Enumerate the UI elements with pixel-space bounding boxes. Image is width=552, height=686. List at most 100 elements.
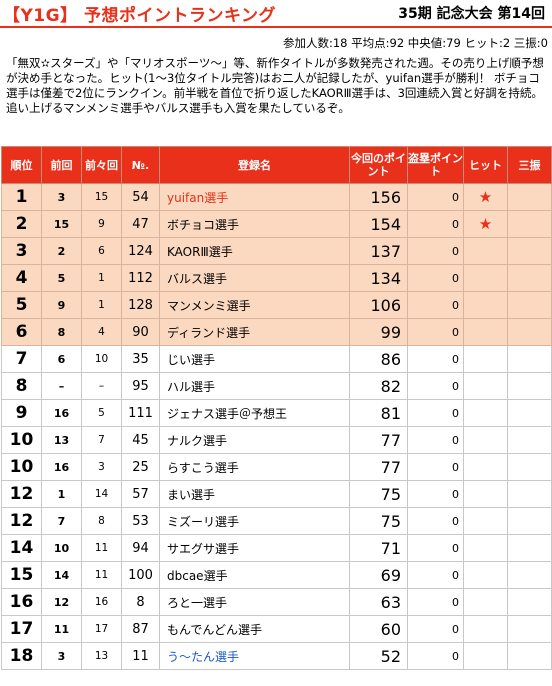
points-cell: 82 [349, 372, 408, 400]
strikeout-cell [507, 588, 552, 616]
table-row: 14 10 11 94 サエグサ選手 71 0 [1, 534, 552, 562]
hit-cell [463, 615, 508, 643]
entry-number-cell: 47 [121, 210, 160, 238]
col-name: 登録名 [159, 146, 350, 184]
entry-number-cell: 45 [121, 426, 160, 454]
points-cell: 69 [349, 561, 408, 589]
strikeout-cell [507, 264, 552, 292]
player-name[interactable]: サエグサ選手 [159, 534, 350, 562]
prev2-rank-cell: 14 [81, 480, 122, 508]
player-name[interactable]: もんでんどん選手 [159, 615, 350, 643]
steal-points-cell: 0 [407, 480, 464, 508]
table-row: 15 14 11 100 dbcae選手 69 0 [1, 561, 552, 589]
hit-cell [463, 561, 508, 589]
entry-number-cell: 11 [121, 642, 160, 670]
rank-cell: 3 [1, 237, 42, 265]
prev-rank-cell: 3 [41, 183, 82, 211]
prev-rank-cell: 12 [41, 588, 82, 616]
strikeout-cell [507, 210, 552, 238]
entry-number-cell: 94 [121, 534, 160, 562]
entry-number-cell: 100 [121, 561, 160, 589]
prev-rank-cell: 1 [41, 480, 82, 508]
steal-points-cell: 0 [407, 615, 464, 643]
entry-number-cell: 57 [121, 480, 160, 508]
prev-rank-cell: 5 [41, 264, 82, 292]
prev2-rank-cell: 15 [81, 183, 122, 211]
player-name[interactable]: ろと一選手 [159, 588, 350, 616]
player-name[interactable]: KAORⅢ選手 [159, 237, 350, 265]
summary-stats: 参加人数:18 平均点:92 中央値:79 ヒット:2 三振:0 [282, 36, 548, 50]
table-row: 8– –95 ハル選手 82 0 [1, 372, 552, 400]
rank-cell: 14 [1, 534, 42, 562]
prev-rank-cell: 13 [41, 426, 82, 454]
player-name[interactable]: yuifan選手 [159, 183, 350, 211]
steal-points-cell: 0 [407, 561, 464, 589]
session-label: 35期 記念大会 第14回 [398, 6, 545, 22]
entry-number-cell: 53 [121, 507, 160, 535]
prev-rank-cell: 11 [41, 615, 82, 643]
player-name[interactable]: らすこう選手 [159, 453, 350, 481]
prev2-rank-cell: 8 [81, 507, 122, 535]
points-cell: 63 [349, 588, 408, 616]
steal-points-cell: 0 [407, 642, 464, 670]
table-row: 10 13 7 45 ナルク選手 77 0 [1, 426, 552, 454]
rank-cell: 17 [1, 615, 42, 643]
steal-points-cell: 0 [407, 237, 464, 265]
player-name[interactable]: ボチョコ選手 [159, 210, 350, 238]
prev-rank-cell: 2 [41, 237, 82, 265]
player-name[interactable]: ミズーリ選手 [159, 507, 350, 535]
prev-rank-cell: 14 [41, 561, 82, 589]
col-steal: 盗塁ポイント [407, 146, 464, 184]
strikeout-cell [507, 318, 552, 346]
col-number: №. [121, 146, 160, 184]
player-name[interactable]: マンメンミ選手 [159, 291, 350, 319]
hit-cell [463, 318, 508, 346]
hit-cell [463, 372, 508, 400]
table-row: 17 11 17 87 もんでんどん選手 60 0 [1, 615, 552, 643]
player-name[interactable]: ナルク選手 [159, 426, 350, 454]
player-name[interactable]: じい選手 [159, 345, 350, 373]
hit-cell [463, 480, 508, 508]
prev-rank-cell: 8 [41, 318, 82, 346]
rank-cell: 5 [1, 291, 42, 319]
prev-rank-cell: 9 [41, 291, 82, 319]
points-cell: 75 [349, 507, 408, 535]
hit-cell [463, 426, 508, 454]
prev2-rank-cell: 3 [81, 453, 122, 481]
strikeout-cell [507, 453, 552, 481]
player-name[interactable]: ハル選手 [159, 372, 350, 400]
entry-number-cell: 35 [121, 345, 160, 373]
player-name[interactable]: ジェナス選手＠予想王 [159, 399, 350, 427]
strikeout-cell [507, 237, 552, 265]
steal-points-cell: 0 [407, 210, 464, 238]
rank-cell: 6 [1, 318, 42, 346]
star-icon: ★ [463, 183, 508, 211]
entry-number-cell: 111 [121, 399, 160, 427]
rank-cell: 12 [1, 480, 42, 508]
player-name[interactable]: バルス選手 [159, 264, 350, 292]
rank-cell: 1 [1, 183, 42, 211]
hit-cell [463, 534, 508, 562]
strikeout-cell [507, 345, 552, 373]
table-row: 12 1 14 57 まい選手 75 0 [1, 480, 552, 508]
prev-rank-cell: 7 [41, 507, 82, 535]
strikeout-cell [507, 291, 552, 319]
steal-points-cell: 0 [407, 507, 464, 535]
steal-points-cell: 0 [407, 453, 464, 481]
points-cell: 99 [349, 318, 408, 346]
strikeout-cell [507, 534, 552, 562]
rank-cell: 9 [1, 399, 42, 427]
player-name[interactable]: ディランド選手 [159, 318, 350, 346]
hit-cell [463, 453, 508, 481]
player-name[interactable]: まい選手 [159, 480, 350, 508]
rank-cell: 16 [1, 588, 42, 616]
points-cell: 81 [349, 399, 408, 427]
table-header-row: 順位 前回 前々回 №. 登録名 今回のポイント 盗塁ポイント ヒット 三振 [1, 146, 552, 184]
entry-number-cell: 8 [121, 588, 160, 616]
player-name[interactable]: う〜たん選手 [159, 642, 350, 670]
entry-number-cell: 87 [121, 615, 160, 643]
hit-cell [463, 291, 508, 319]
player-name[interactable]: dbcae選手 [159, 561, 350, 589]
hit-cell [463, 237, 508, 265]
prev2-rank-cell: 1 [81, 264, 122, 292]
